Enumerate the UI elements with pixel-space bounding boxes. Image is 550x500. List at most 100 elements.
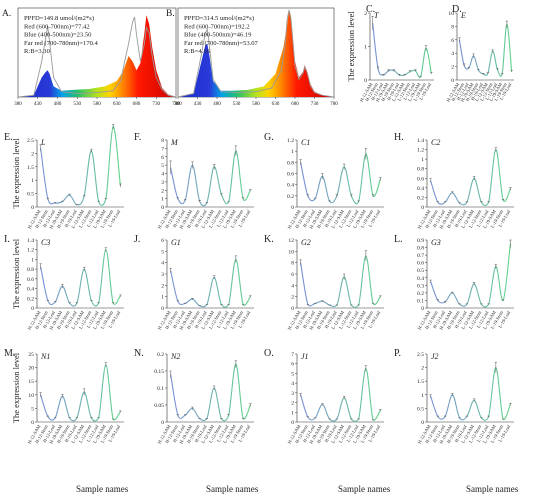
panel-k-ytick-label-5: 10 [288,249,294,255]
spec-b-xtick-label-3: 530 [233,101,241,107]
panel-e-gene-name: L [40,138,46,147]
panel-k-ytick-label-6: 12 [288,238,294,244]
panel-j-ytick-label-3: 3 [161,272,164,278]
panel-p-ytick-label-2: 1 [421,393,424,399]
spec-b-info-line-4: R:B=4.16 [184,48,211,55]
panel-e-ytick-label-1: 0.5 [27,192,34,198]
panel-p-series-line [430,367,511,421]
panel-f-ytick-label-6: 6 [161,155,164,161]
spec-b-xtick-label-4: 580 [252,101,260,107]
panel-i-panel-letter: I. [4,234,10,245]
panel-h-series-line [430,149,511,207]
panel-h-ytick-label-7: 1.4 [417,138,424,144]
panel-n-series-line [170,363,251,422]
panel-n-ytick-label-0: 0 [161,420,164,426]
spec-b-xtick-label-0: 380 [174,101,182,107]
panel-h-ytick-label-2: 0.4 [417,186,424,192]
panel-f-ytick-label-1: 1 [161,197,164,203]
panel-f-panel-letter: F. [134,132,141,143]
panel-i-ytick-label-0: 0 [31,306,34,312]
panel-c-panel-letter: C. [366,4,375,15]
panel-g-series-line [300,153,381,205]
panel-l-ytick-label-2: 0.2 [417,291,424,297]
panel-h-ytick-label-6: 1.2 [417,148,424,154]
panel-j-gene-name: G1 [171,238,181,247]
panel-l-gene-name: G3 [431,238,441,247]
panel-c-ytick-label-2: 2 [364,11,367,17]
panel-e-ytick-label-2: 1 [31,178,34,184]
panel-f-gene-name: M [170,138,179,147]
panel-m-ytick-label-2: 10 [28,393,34,399]
panel-l-ytick-label-3: 0.3 [417,283,424,289]
spec-a-xtick-label-5: 630 [113,101,121,107]
panel-e-ytick-label-0: 0 [31,205,34,211]
panel-d-ytick-label-1: 2 [451,65,454,71]
panel-m-ytick-label-0: 0 [31,420,34,426]
panel-f-ytick-label-2: 2 [161,188,164,194]
panel-h-gene-name: C2 [431,138,440,147]
spec-b-xtick-label-5: 630 [272,101,280,107]
panel-d-panel-letter: D. [452,4,462,15]
spec-a-info-line-0: PPFD=149.8 umol/(m2*s) [24,15,94,22]
panel-e-y-axis-title: The expression level [11,138,21,209]
panel-m-gene-name: N1 [40,352,50,361]
panel-c-ytick-label-1: 1 [364,45,367,51]
panel-k-ytick-label-2: 4 [291,283,294,289]
spec-a-xtick-label-0: 380 [14,101,22,107]
panel-g-ytick-label-2: 0.4 [287,183,294,189]
x-axis-title-col1: Sample names [76,484,129,494]
panel-j-ytick-label-2: 2 [161,283,164,289]
panel-m-series-line [40,364,121,422]
panel-o-ytick-label-0: 0 [291,420,294,426]
panel-e-ytick-label-5: 2.5 [27,138,34,144]
panel-i-ytick-label-3: 0.6 [27,277,34,283]
panel-f-ytick-label-4: 4 [161,172,164,178]
panel-n-panel-letter: N. [134,348,144,359]
panel-k-ytick-label-0: 0 [291,306,294,312]
panel-o-gene-name: J1 [301,352,309,361]
panel-n-gene-name: N2 [170,352,180,361]
panel-j-series-line [170,258,251,308]
panel-j-ytick-label-6: 6 [161,238,164,244]
spec-b-panel-letter: B. [166,9,175,19]
panel-n-ytick-label-1: 0.05 [154,403,164,409]
panel-o-ytick-label-3: 3 [291,391,294,397]
spec-a-xtick-label-7: 730 [152,101,160,107]
panel-c-y-axis-title: The expression level [346,11,356,82]
panel-o-ytick-label-5: 5 [291,371,294,377]
x-axis-title-col3: Sample names [338,484,391,494]
panel-l-panel-letter: L. [394,234,403,245]
panel-j-panel-letter: J. [134,234,140,245]
spec-b-xtick-label-8: 780 [330,101,338,107]
panel-f-series-line [170,150,251,207]
panel-h-ytick-label-4: 0.8 [417,167,424,173]
panel-g-ytick-label-4: 0.8 [287,160,294,166]
spec-b-info-line-0: PPFD=314.5 umol/(m2*s) [184,15,254,22]
panel-o-panel-letter: O. [264,348,274,359]
panel-e-ytick-label-3: 1.5 [27,165,34,171]
panel-l-series-line [430,243,511,308]
spec-b-info-line-2: Blue (400-500nm)=46.19 [184,32,252,39]
panel-n-ytick-label-2: 0.1 [157,386,164,392]
panel-m-panel-letter: M. [4,348,15,359]
panel-i-ytick-label-6: 1.2 [27,248,34,254]
panel-g-ytick-label-1: 0.2 [287,194,294,200]
panel-o-ytick-label-1: 1 [291,410,294,416]
panel-i-gene-name: C3 [41,238,50,247]
panel-d-gene-name: E [460,11,466,20]
panel-e-series-line [40,126,121,206]
spec-a-spectrum-fill [18,15,176,97]
panel-o-ytick-label-6: 6 [291,362,294,368]
spec-a-xtick-label-3: 530 [73,101,81,107]
panel-p-ytick-label-1: 0.5 [417,406,424,412]
spec-b-info-line-1: Red (600-700nm)=192.2 [184,23,250,30]
panel-m-ytick-label-4: 20 [28,366,34,372]
panel-f-ytick-label-5: 5 [161,163,164,169]
panel-i-series-line [40,249,121,307]
panel-i-ytick-label-2: 0.4 [27,287,34,293]
spec-a-xtick-label-4: 580 [93,101,101,107]
x-axis-title-col2: Sample names [206,484,259,494]
panel-g-ytick-label-6: 1.2 [287,138,294,144]
panel-h-panel-letter: H. [394,132,404,143]
